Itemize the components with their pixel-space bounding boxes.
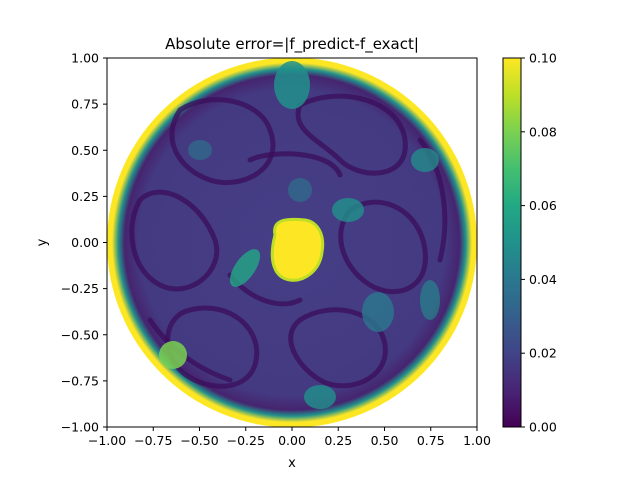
blob-top [274, 61, 310, 109]
colorbar-tick-label: 0.00 [529, 420, 557, 435]
colorbar-tick-label: 0.08 [529, 124, 557, 139]
y-tick-label: −0.75 [61, 373, 99, 388]
x-tick-label: 1.00 [463, 433, 491, 448]
y-tick-label: 0.50 [71, 143, 99, 158]
x-tick-label: 0.25 [324, 433, 352, 448]
blob-left-mid [229, 249, 261, 287]
colorbar-tick-label: 0.06 [529, 198, 557, 213]
colorbar-tick-label: 0.04 [529, 272, 557, 287]
blob-right-low [362, 292, 394, 332]
x-tick-label: 0.50 [371, 433, 399, 448]
x-tick-label: 0.75 [417, 433, 445, 448]
y-axis-label: y [35, 238, 50, 246]
y-axis: 1.00 0.75 0.50 0.25 0.00 −0.25 −0.50 −0.75 −1.00 [61, 51, 107, 435]
blob-upper-right [411, 148, 439, 172]
colorbar: 0.00 0.02 0.04 0.06 0.08 0.10 [502, 51, 557, 435]
heatmap [107, 58, 477, 427]
blob-right-mid [332, 198, 364, 222]
colorbar-tick-label: 0.10 [529, 51, 557, 66]
x-tick-label: −1.00 [88, 433, 126, 448]
x-tick-label: 0.00 [278, 433, 306, 448]
y-tick-label: 1.00 [71, 51, 99, 66]
blob-bottom-left [159, 341, 187, 369]
y-tick-label: 0.00 [71, 235, 99, 250]
y-tick-label: −0.25 [61, 281, 99, 296]
x-tick-label: −0.50 [180, 433, 218, 448]
x-tick-label: −0.25 [227, 433, 265, 448]
x-tick-label: −0.75 [134, 433, 172, 448]
y-tick-label: −0.50 [61, 327, 99, 342]
y-tick-label: 0.75 [71, 97, 99, 112]
blob-right-edge [420, 280, 440, 320]
colorbar-tick-label: 0.02 [529, 346, 557, 361]
colorbar-ticks: 0.00 0.02 0.04 0.06 0.08 0.10 [521, 51, 557, 435]
x-axis-label: x [288, 456, 296, 471]
blob-center [270, 217, 325, 282]
y-tick-label: −1.00 [61, 420, 99, 435]
x-axis: −1.00 −0.75 −0.50 −0.25 0.00 0.25 0.50 0.75 1.00 [88, 427, 491, 448]
chart-title: Absolute error=|f_predict-f_exact| [165, 35, 419, 54]
colorbar-gradient [502, 57, 522, 428]
blob-center-top [288, 178, 312, 202]
blob-bottom [304, 385, 336, 409]
y-tick-label: 0.25 [71, 189, 99, 204]
blob-upper-left [188, 140, 212, 160]
